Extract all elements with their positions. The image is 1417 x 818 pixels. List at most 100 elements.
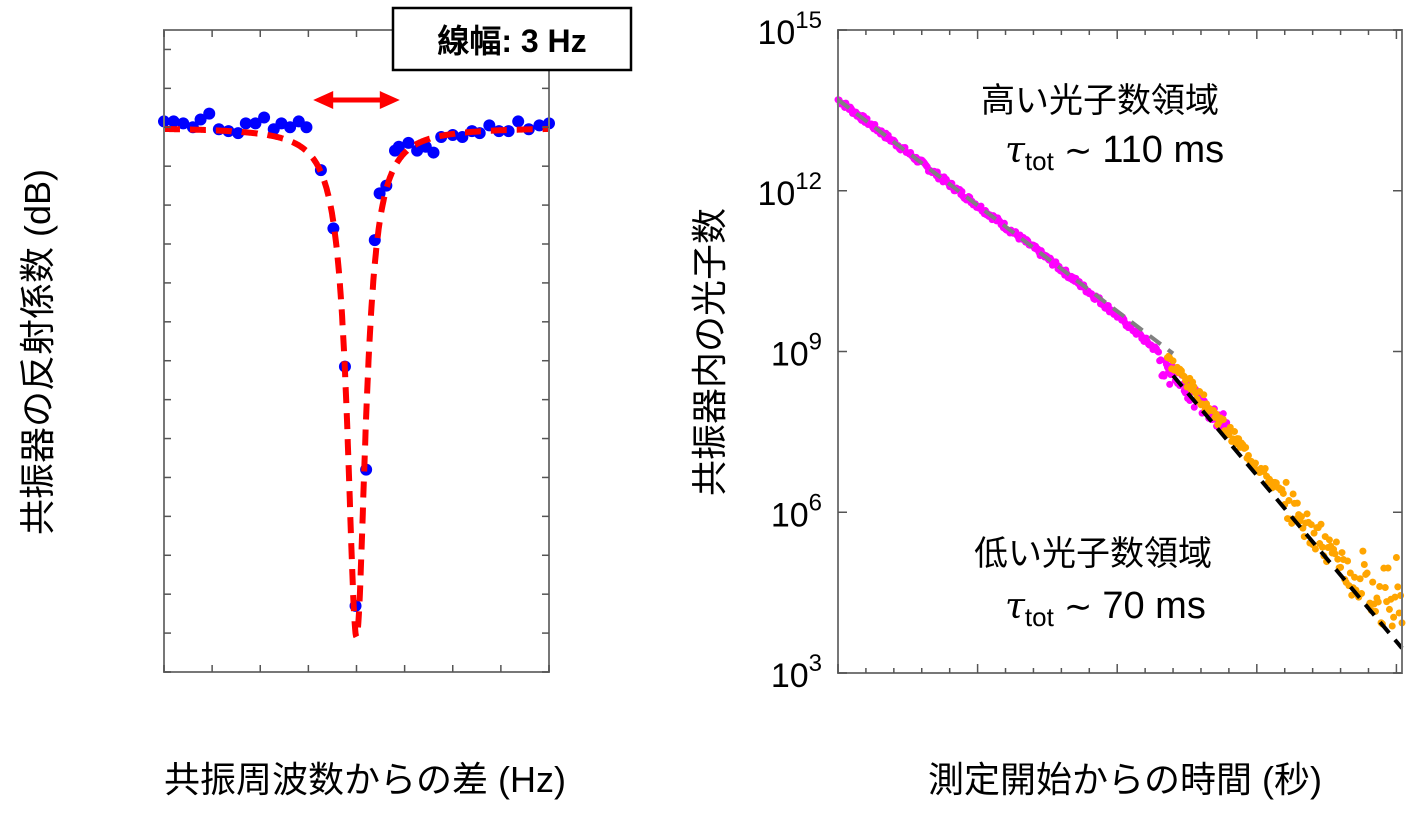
- tick-base: 10: [771, 657, 809, 695]
- low-photon-point: [1293, 499, 1301, 507]
- tick-exponent: 6: [809, 489, 822, 516]
- right-x-axis-label: 測定開始からの時間 (秒): [928, 759, 1322, 800]
- data-point: [232, 127, 245, 140]
- low-photon-point: [1230, 428, 1238, 436]
- high-region-tau: τtot ∼ 110 ms: [1005, 129, 1224, 176]
- low-photon-point: [1307, 521, 1315, 529]
- low-photon-point: [1325, 536, 1333, 544]
- low-photon-point: [1394, 583, 1402, 591]
- y-tick-label: 1015: [757, 7, 822, 52]
- low-photon-point: [1359, 547, 1367, 555]
- low-photon-point: [1311, 545, 1319, 553]
- low-photon-point: [1331, 550, 1339, 558]
- linewidth-label: 線幅: 3 Hz: [437, 23, 586, 59]
- low-photon-point: [1334, 555, 1342, 563]
- left-x-axis-label: 共振周波数からの差 (Hz): [164, 759, 566, 800]
- low-photon-point: [1390, 613, 1398, 621]
- arrow-head-left: [313, 91, 334, 110]
- high-photon-point: [1160, 372, 1168, 380]
- fit-curve: [164, 126, 549, 644]
- low-photon-point: [1303, 510, 1311, 518]
- high-photon-point: [1190, 403, 1198, 411]
- y-tick-label: 103: [771, 650, 822, 695]
- tick-exponent: 12: [795, 168, 822, 195]
- low-photon-point: [1261, 465, 1269, 473]
- low-photon-point: [1297, 513, 1305, 521]
- low-photon-point: [1338, 549, 1346, 557]
- y-tick-label: 106: [771, 489, 822, 534]
- low-photon-point: [1251, 459, 1259, 467]
- low-photon-point: [1282, 478, 1290, 486]
- low-region-tau: τtot ∼ 70 ms: [1005, 585, 1206, 632]
- low-photon-point: [1289, 490, 1297, 498]
- low-photon-point: [1381, 584, 1389, 592]
- high-photon-annotation: 高い光子数領域 τtot ∼ 110 ms: [981, 82, 1224, 176]
- tick-exponent: 9: [809, 329, 822, 356]
- low-photon-point: [1317, 520, 1325, 528]
- low-photon-point: [1190, 383, 1198, 391]
- low-photon-point: [1279, 489, 1287, 497]
- low-photon-point: [1385, 605, 1393, 613]
- data-point: [258, 111, 271, 124]
- low-photon-point: [1376, 582, 1384, 590]
- low-photon-point: [1360, 560, 1368, 568]
- right-y-axis-label: 共振器内の光子数: [689, 208, 730, 496]
- left-y-axis-label: 共振器の反射係数 (dB): [17, 169, 58, 535]
- y-tick-label: 109: [771, 329, 822, 374]
- tick-exponent: 15: [795, 7, 822, 34]
- data-point: [249, 117, 262, 130]
- tick-base: 10: [771, 336, 809, 374]
- data-point: [284, 121, 297, 134]
- low-photon-point: [1344, 557, 1352, 565]
- high-photon-point: [1155, 348, 1163, 356]
- right-axes-frame: [837, 29, 1403, 674]
- data-point: [300, 121, 313, 134]
- low-photon-point: [1332, 538, 1340, 546]
- linewidth-double-arrow-icon: [313, 91, 400, 110]
- low-photon-point: [1242, 443, 1250, 451]
- tick-base: 10: [757, 14, 795, 52]
- low-photon-annotation: 低い光子数領域 τtot ∼ 70 ms: [974, 535, 1212, 632]
- low-photon-point: [1200, 391, 1208, 399]
- tick-exponent: 3: [809, 650, 822, 677]
- fit-line-110ms: [836, 98, 1175, 356]
- low-photon-point: [1363, 569, 1371, 577]
- low-photon-point: [1285, 497, 1293, 505]
- data-point: [402, 136, 415, 149]
- low-photon-point: [1244, 451, 1252, 459]
- low-photon-point: [1395, 609, 1403, 617]
- low-photon-point: [1310, 529, 1318, 537]
- low-photon-point: [1318, 543, 1326, 551]
- data-point: [194, 113, 207, 126]
- data-point: [167, 115, 180, 128]
- low-photon-point: [1369, 578, 1377, 586]
- low-region-label: 低い光子数領域: [974, 535, 1212, 573]
- low-photon-point: [1388, 622, 1396, 630]
- data-point: [239, 117, 252, 130]
- left-panel-reflection: 共振周波数からの差 (Hz) 共振器の反射係数 (dB) 線幅: 3 Hz: [17, 6, 633, 800]
- y-tick-label: 1012: [757, 168, 822, 213]
- arrow-head-right: [379, 91, 400, 110]
- data-point: [512, 115, 525, 128]
- data-point: [177, 117, 190, 130]
- tick-base: 10: [771, 496, 809, 534]
- linewidth-label-box: [391, 6, 633, 72]
- data-point: [203, 107, 216, 120]
- low-photon-point: [1392, 554, 1400, 562]
- low-photon-point: [1219, 415, 1227, 423]
- low-photon-point: [1337, 563, 1345, 571]
- low-photon-point: [1391, 593, 1399, 601]
- high-photon-point: [1166, 380, 1174, 388]
- data-point: [427, 146, 440, 159]
- low-photon-point: [1384, 564, 1392, 572]
- low-photon-point: [1351, 573, 1359, 581]
- low-photon-point: [1374, 598, 1382, 606]
- linewidth-annotation: 線幅: 3 Hz: [313, 6, 633, 110]
- low-photon-point: [1356, 575, 1364, 583]
- low-photon-point: [1397, 591, 1405, 599]
- tick-base: 10: [757, 175, 795, 213]
- data-point: [392, 140, 405, 153]
- low-photon-point: [1169, 357, 1177, 365]
